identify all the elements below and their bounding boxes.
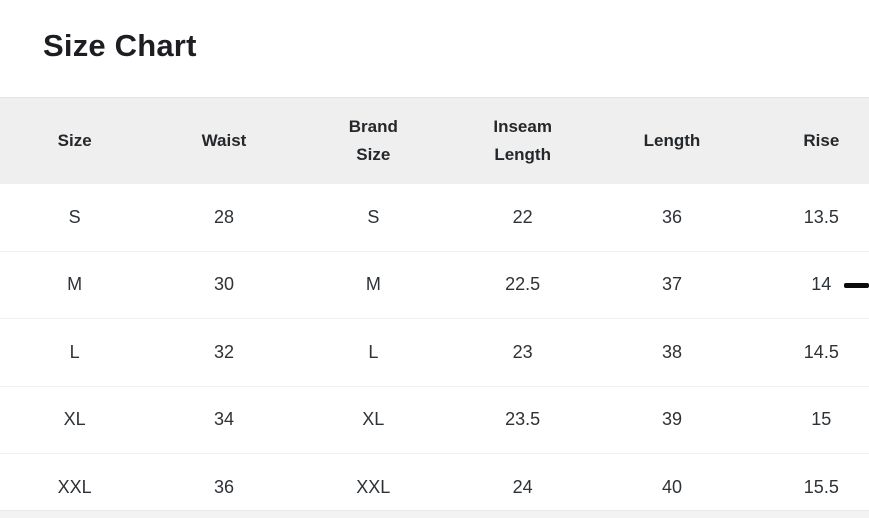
cell: 38	[661, 341, 682, 362]
cell: 15	[811, 409, 832, 430]
column-header-length: Length	[643, 131, 701, 150]
size-chart-table: Size Waist Brand Size Inseam Length Length Ri…	[0, 97, 869, 518]
table-row-l: L 32 L 23 38 14.5	[0, 318, 869, 387]
next-section-edge	[0, 510, 869, 518]
column-header-size: Size	[57, 131, 92, 150]
cell: L	[69, 341, 80, 362]
page-title: Size Chart	[43, 28, 197, 63]
cell: 32	[213, 341, 234, 362]
cell: 37	[661, 274, 682, 295]
cell: 34	[213, 409, 234, 430]
cell: 28	[213, 206, 234, 227]
table-row-xl: XL 34 XL 23.5 39 15	[0, 386, 869, 454]
cell: 40	[661, 476, 682, 497]
cell: M	[67, 274, 83, 295]
cell: 36	[661, 206, 682, 227]
cell: 22.5	[505, 274, 541, 295]
cell: 22	[512, 206, 533, 227]
table-row-s: S 28 S 22 36 13.5	[0, 184, 869, 251]
column-header-waist: Waist	[201, 131, 247, 150]
cell: L	[368, 341, 379, 362]
cell: 39	[661, 409, 682, 430]
column-header-rise: Rise	[803, 131, 840, 150]
cell: 23.5	[505, 409, 541, 430]
cell: 14.5	[803, 341, 839, 362]
cell: 13.5	[803, 206, 839, 227]
table-body: S 28 S 22 36 13.5 M 30 M 22.5 37 14 L 32 L 23 38 14.5 XL 34…	[0, 184, 869, 518]
table-row-xxl: XXL 36 XXL 24 40 15.5	[0, 453, 869, 518]
table-header: Size Waist Brand Size Inseam Length Length Ri…	[0, 97, 869, 184]
table-header-row: Size Waist Brand Size Inseam Length Length Ri…	[0, 97, 869, 184]
cell: XXL	[57, 476, 92, 497]
column-header-brand-size: Brand Size	[348, 117, 398, 164]
cell: XL	[362, 409, 385, 430]
cursor-dash-artifact	[844, 283, 869, 288]
cell: XXL	[356, 476, 391, 497]
cell: M	[365, 274, 381, 295]
cell: XL	[63, 409, 86, 430]
cell: 36	[213, 476, 234, 497]
column-header-inseam-length: Inseam Length	[493, 117, 552, 164]
table-row-m: M 30 M 22.5 37 14	[0, 251, 869, 319]
cell: 15.5	[803, 476, 839, 497]
cell: S	[367, 206, 380, 227]
cell: S	[68, 206, 81, 227]
cell: 24	[512, 476, 533, 497]
cell: 14	[811, 274, 832, 295]
cell: 23	[512, 341, 533, 362]
cell: 30	[213, 274, 234, 295]
size-chart-table-container: Size Waist Brand Size Inseam Length Length Ri…	[0, 97, 869, 518]
